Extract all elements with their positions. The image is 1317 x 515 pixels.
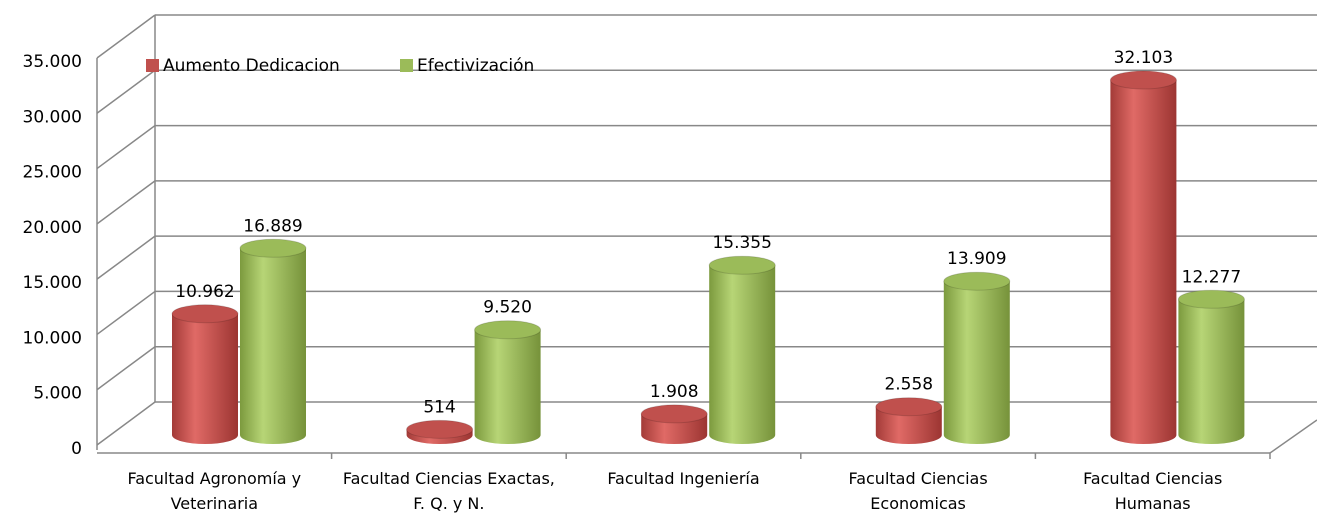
floor-edge	[1269, 419, 1317, 454]
data-label: 10.962	[175, 282, 234, 302]
cylinder-top	[1177, 289, 1245, 309]
y-tick-label: 20.000	[23, 218, 82, 238]
data-label: 32.103	[1114, 48, 1173, 68]
cylinder-body	[875, 406, 942, 444]
grid-line-side	[96, 235, 156, 280]
legend-swatch	[400, 59, 413, 72]
grid-line-side	[96, 180, 156, 225]
legend-swatch	[146, 59, 159, 72]
x-tick-label: Facultad Ciencias Humanas	[1083, 469, 1223, 513]
data-label: 16.889	[243, 216, 302, 236]
cylinder-body	[172, 313, 238, 444]
data-label: 13.909	[947, 249, 1006, 269]
x-tick-label: Facultad Ciencias Economicas	[848, 469, 988, 513]
grid-line-side	[96, 346, 156, 391]
cylinder-top	[406, 419, 474, 439]
cylinder-body	[1110, 80, 1177, 445]
cylinder-body	[709, 265, 776, 444]
y-tick-label: 35.000	[23, 52, 82, 72]
cylinder-top	[875, 397, 943, 417]
cylinder-top	[1109, 70, 1177, 90]
grid-line-side	[96, 14, 156, 59]
y-tick-label: 10.000	[23, 328, 82, 348]
cylinder-top	[708, 255, 776, 275]
x-tick-label: Facultad Agronomía y Veterinaria	[127, 469, 302, 513]
y-tick-label: 0	[71, 439, 82, 459]
legend-label: Efectivización	[417, 56, 534, 76]
x-tick-label: Facultad Ingeniería	[607, 469, 760, 488]
grid-line-side	[96, 401, 156, 446]
y-tick-label: 5.000	[33, 384, 82, 404]
data-label: 9.520	[483, 298, 532, 318]
cylinder-top	[171, 304, 239, 324]
cylinder-top	[943, 271, 1011, 291]
grid-line-side	[96, 124, 156, 170]
cylinder-body	[943, 281, 1010, 444]
data-label: 15.355	[712, 233, 771, 253]
grid-line-side	[96, 290, 156, 336]
y-tick-label: 30.000	[23, 107, 82, 127]
grid-line-side	[96, 69, 156, 114]
data-label: 12.277	[1182, 267, 1241, 287]
cylinder-top	[474, 320, 542, 340]
data-label: 514	[423, 397, 455, 417]
cylinder-top	[239, 238, 307, 258]
cylinder-body	[1178, 299, 1245, 444]
legend-label: Aumento Dedicacion	[163, 56, 340, 76]
y-tick-label: 25.000	[23, 163, 82, 183]
data-label: 1.908	[650, 382, 699, 402]
data-label: 2.558	[884, 375, 933, 395]
cylinder-body	[474, 329, 541, 444]
x-tick-label: Facultad Ciencias Exactas, F. Q. y N.	[342, 469, 555, 513]
y-tick-label: 15.000	[23, 273, 82, 293]
cylinder-body	[240, 248, 306, 444]
cylinder-top	[640, 404, 708, 424]
